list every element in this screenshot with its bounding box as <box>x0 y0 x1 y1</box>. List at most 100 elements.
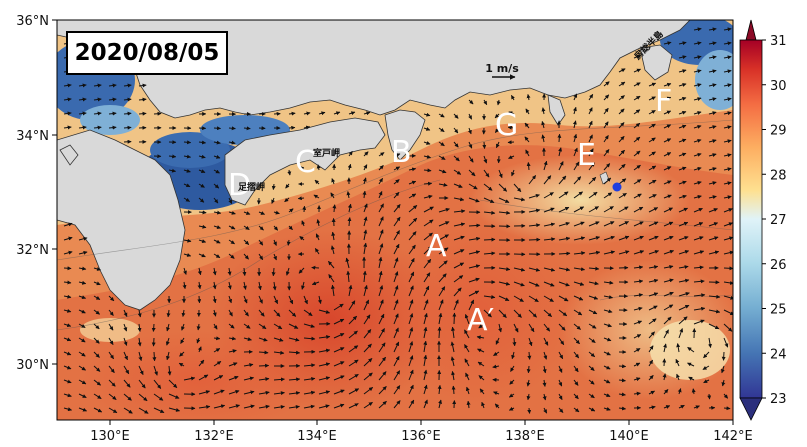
current-vector <box>511 351 516 360</box>
current-vector <box>479 388 485 395</box>
current-vector <box>393 285 399 297</box>
current-vector <box>588 162 595 171</box>
current-vector <box>258 377 270 382</box>
current-vector <box>288 391 301 396</box>
current-vector <box>273 391 285 396</box>
current-vector <box>137 309 142 318</box>
current-vector <box>346 270 351 283</box>
current-vector <box>477 348 485 353</box>
current-vector <box>451 371 456 381</box>
current-vector <box>648 292 659 297</box>
region-label-e: E <box>577 138 596 173</box>
current-vector <box>93 97 102 102</box>
current-vector <box>228 309 233 317</box>
current-vector <box>633 179 642 185</box>
current-vector <box>198 404 211 409</box>
current-vector <box>378 177 384 185</box>
current-vector <box>167 365 172 376</box>
current-vector <box>483 155 488 164</box>
current-vector <box>633 391 641 396</box>
current-vector <box>465 372 470 381</box>
current-vector <box>678 180 687 185</box>
current-vector <box>663 389 669 395</box>
current-vector <box>168 393 180 399</box>
current-vector <box>243 376 254 381</box>
current-vector <box>648 235 659 241</box>
current-vector <box>213 140 221 145</box>
current-vector <box>648 179 657 185</box>
current-vector <box>302 205 307 213</box>
lon-label-130: 130°E <box>90 429 130 444</box>
current-vector <box>648 194 657 199</box>
current-vector <box>573 281 585 286</box>
current-vector <box>633 265 644 270</box>
current-vector <box>603 163 611 171</box>
current-vector <box>137 323 142 332</box>
current-vector <box>108 365 115 374</box>
current-vector <box>528 223 541 228</box>
current-vector <box>708 222 719 227</box>
current-vector <box>453 262 465 269</box>
current-vector <box>526 393 531 401</box>
current-vector <box>408 399 415 409</box>
current-vector <box>693 69 702 74</box>
current-vector <box>408 180 417 185</box>
current-vector <box>363 358 373 367</box>
current-vector <box>708 97 717 102</box>
current-vector <box>678 41 687 46</box>
current-vector <box>678 250 690 255</box>
current-vector <box>693 279 705 284</box>
current-vector <box>693 319 705 325</box>
station-marker <box>612 182 622 192</box>
current-vector <box>347 163 352 171</box>
current-vector <box>181 323 185 331</box>
current-vector <box>525 108 530 115</box>
current-vector <box>408 313 414 325</box>
current-vector <box>723 393 729 399</box>
lon-axis: 130°E 132°E 134°E 136°E 138°E 140°E 142°… <box>90 420 753 444</box>
current-vector <box>663 82 672 87</box>
current-vector <box>528 208 541 213</box>
current-vector <box>93 337 100 344</box>
current-vector <box>301 220 306 227</box>
current-vector <box>453 127 459 134</box>
current-vector <box>603 365 611 370</box>
current-vector <box>558 161 564 171</box>
current-vector <box>678 207 688 213</box>
current-vector <box>227 281 232 290</box>
current-vector <box>243 390 255 395</box>
current-vector <box>123 323 128 332</box>
current-vector <box>663 207 673 213</box>
current-vector <box>588 365 595 371</box>
current-vector <box>138 97 147 102</box>
current-vector <box>468 113 473 120</box>
current-vector <box>663 221 674 227</box>
current-vector <box>198 154 206 159</box>
current-vector <box>588 176 597 185</box>
current-vector <box>393 243 400 255</box>
current-vector <box>330 284 335 297</box>
current-vector <box>198 210 207 215</box>
current-vector <box>618 108 625 115</box>
sst-field <box>57 20 733 420</box>
current-vector <box>423 369 428 381</box>
current-vector <box>708 208 718 213</box>
current-vector <box>464 329 470 339</box>
current-vector <box>183 197 190 202</box>
current-vector <box>648 109 656 115</box>
current-vector <box>333 303 344 311</box>
current-vector <box>138 111 147 116</box>
current-vector <box>558 147 563 157</box>
current-vector <box>152 351 157 362</box>
current-vector <box>181 309 186 317</box>
current-vector <box>362 270 367 283</box>
current-vector <box>498 323 503 333</box>
current-vector <box>271 183 276 190</box>
current-vector <box>273 377 285 382</box>
place-muroto: 室戸岬 <box>313 147 340 159</box>
current-vector <box>543 222 556 227</box>
current-vector <box>183 154 191 159</box>
current-vector <box>618 178 627 185</box>
current-vector <box>483 197 495 204</box>
current-vector <box>228 336 237 341</box>
